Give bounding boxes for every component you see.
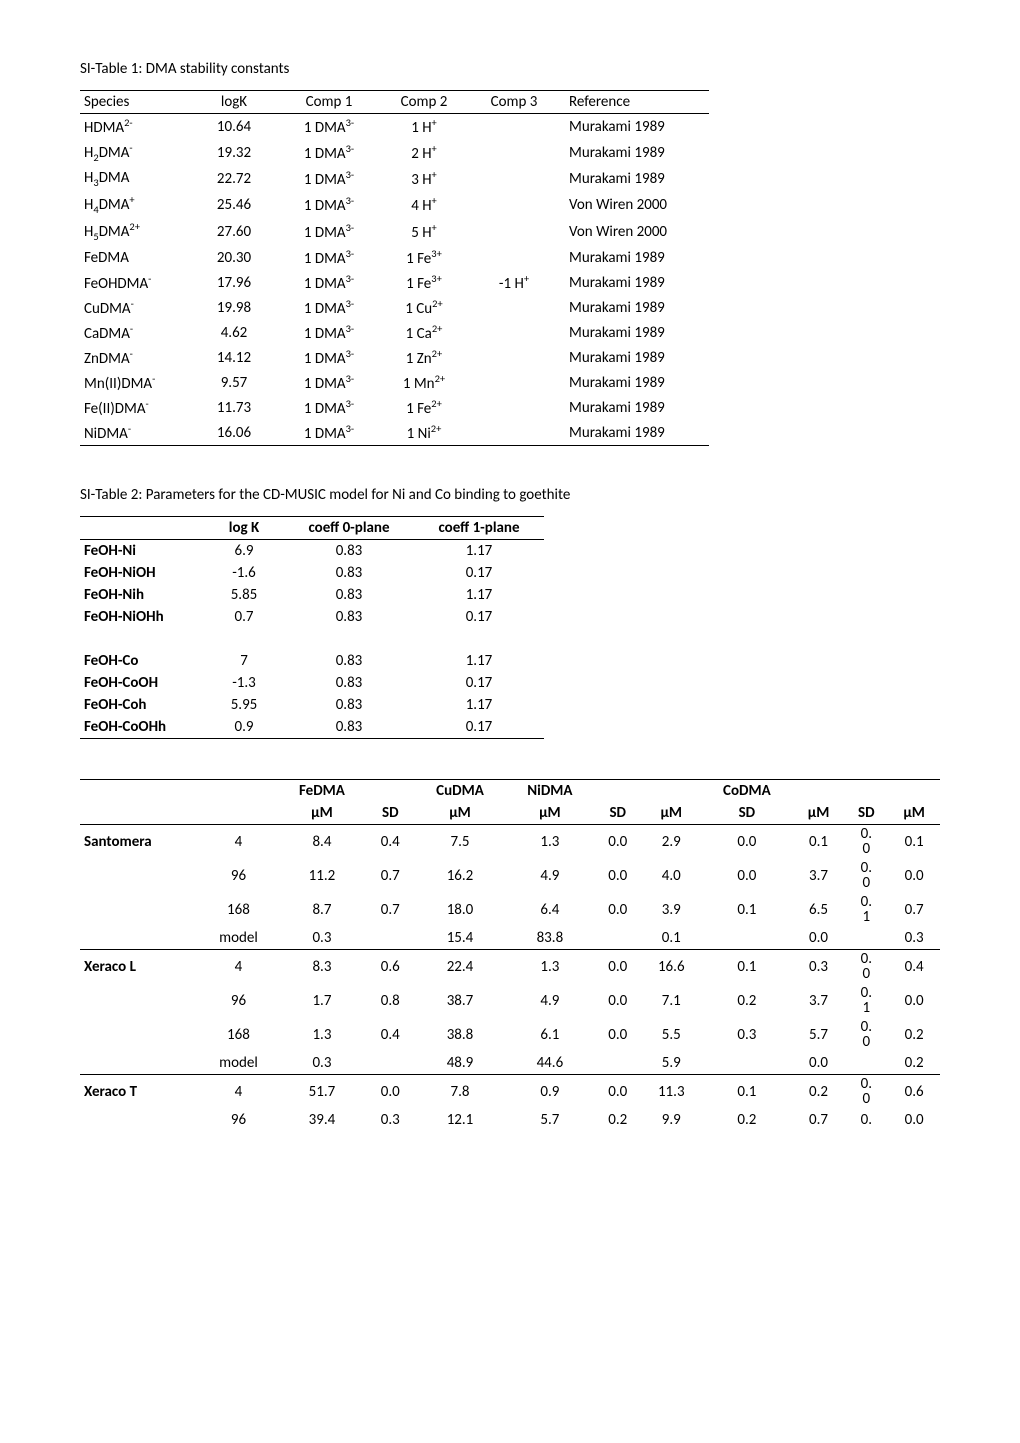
table-row: Santomera48.40.47.51.30.02.90.00.10.00.1 (80, 825, 940, 860)
table3-group-col: NiDMA (506, 780, 594, 803)
table3-group-col (844, 780, 888, 803)
table3-sub-col: µM (277, 802, 366, 825)
table3-group-col: FeDMA (277, 780, 366, 803)
table3-group-col (642, 780, 701, 803)
table2-col: coeff 0-plane (284, 517, 414, 540)
table-row: H3DMA22.721 DMA3-3 H+Murakami 1989 (80, 166, 709, 191)
table1-col: Comp 3 (469, 91, 559, 114)
table3-sub-col: SD (366, 802, 414, 825)
table3-sub-col: µM (414, 802, 506, 825)
table-row: FeOH-Ni6.90.831.17 (80, 540, 544, 563)
table-row: CuDMA-19.981 DMA3-1 Cu2+Murakami 1989 (80, 295, 709, 320)
table3-group-col (366, 780, 414, 803)
table-row: FeOH-Coh5.950.831.17 (80, 694, 544, 716)
table-row: 9639.40.312.15.70.29.90.20.70.0.0 (80, 1109, 940, 1131)
table-row: H4DMA+25.461 DMA3-4 H+Von Wiren 2000 (80, 191, 709, 218)
table-row: FeOH-Co70.831.17 (80, 650, 544, 672)
table1-col: logK (189, 91, 279, 114)
table-row: FeOH-CoOH-1.30.830.17 (80, 672, 544, 694)
table1-col: Reference (559, 91, 709, 114)
table-row: FeOH-NiOH-1.60.830.17 (80, 562, 544, 584)
table-row: 9611.20.716.24.90.04.00.03.70.00.0 (80, 859, 940, 893)
table-row: H2DMA-19.321 DMA3-2 H+Murakami 1989 (80, 139, 709, 166)
table3-sub-col (80, 802, 199, 825)
table-row: model0.348.944.65.90.00.2 (80, 1052, 940, 1075)
table3-sub-col (199, 802, 277, 825)
table3-sub-col: µM (888, 802, 940, 825)
table1-col: Species (80, 91, 189, 114)
table-row: ZnDMA-14.121 DMA3-1 Zn2+Murakami 1989 (80, 345, 709, 370)
table3-sub-col: SD (701, 802, 793, 825)
table2-col: coeff 1-plane (414, 517, 544, 540)
table2: log Kcoeff 0-planecoeff 1-plane FeOH-Ni6… (80, 516, 544, 739)
table3-group-col (793, 780, 845, 803)
table-row: Xeraco L48.30.622.41.30.016.60.10.30.00.… (80, 950, 940, 985)
table3-sub-col: SD (594, 802, 642, 825)
table-row: H5DMA2+27.601 DMA3-5 H+Von Wiren 2000 (80, 218, 709, 245)
table1-caption: SI-Table 1: DMA stability constants (80, 60, 940, 78)
table-row: HDMA2-10.641 DMA3-1 H+Murakami 1989 (80, 114, 709, 140)
table2-col: log K (204, 517, 284, 540)
table2-caption: SI-Table 2: Parameters for the CD-MUSIC … (80, 486, 940, 504)
table3-sub-col: µM (793, 802, 845, 825)
table3-sub-col: µM (642, 802, 701, 825)
table-row: Mn(II)DMA-9.571 DMA3-1 Mn2+Murakami 1989 (80, 370, 709, 395)
table-row: FeOH-CoOHh0.90.830.17 (80, 716, 544, 739)
table1-col: Comp 1 (279, 91, 379, 114)
table-row: FeOH-NiOHh0.70.830.17 (80, 606, 544, 628)
table3-group-col (594, 780, 642, 803)
table3-sub-col: SD (844, 802, 888, 825)
table1: SpecieslogKComp 1Comp 2Comp 3Reference H… (80, 90, 709, 446)
table3-group-col (80, 780, 199, 803)
table-row: model0.315.483.80.10.00.3 (80, 927, 940, 950)
table2-col (80, 517, 204, 540)
table-row: Xeraco T451.70.07.80.90.011.30.10.20.00.… (80, 1075, 940, 1110)
table3-group-col (199, 780, 277, 803)
table-row: FeDMA20.301 DMA3-1 Fe3+Murakami 1989 (80, 245, 709, 270)
table-row: 1681.30.438.86.10.05.50.35.70.00.2 (80, 1018, 940, 1052)
table-row: 961.70.838.74.90.07.10.23.70.10.0 (80, 984, 940, 1018)
table-row: FeOHDMA-17.961 DMA3-1 Fe3+-1 H+Murakami … (80, 270, 709, 295)
table3-group-col (888, 780, 940, 803)
table-row: CaDMA-4.621 DMA3-1 Ca2+Murakami 1989 (80, 320, 709, 345)
table-row: Fe(II)DMA-11.731 DMA3-1 Fe2+Murakami 198… (80, 395, 709, 420)
table-row: 1688.70.718.06.40.03.90.16.50.10.7 (80, 893, 940, 927)
table-row: FeOH-Nih5.850.831.17 (80, 584, 544, 606)
table1-col: Comp 2 (379, 91, 469, 114)
table3: FeDMACuDMANiDMACoDMA µMSDµMµMSDµMSDµMSDµ… (80, 779, 940, 1131)
table3-group-col: CoDMA (701, 780, 793, 803)
table-row: NiDMA-16.061 DMA3-1 Ni2+Murakami 1989 (80, 420, 709, 446)
table3-group-col: CuDMA (414, 780, 506, 803)
table3-sub-col: µM (506, 802, 594, 825)
